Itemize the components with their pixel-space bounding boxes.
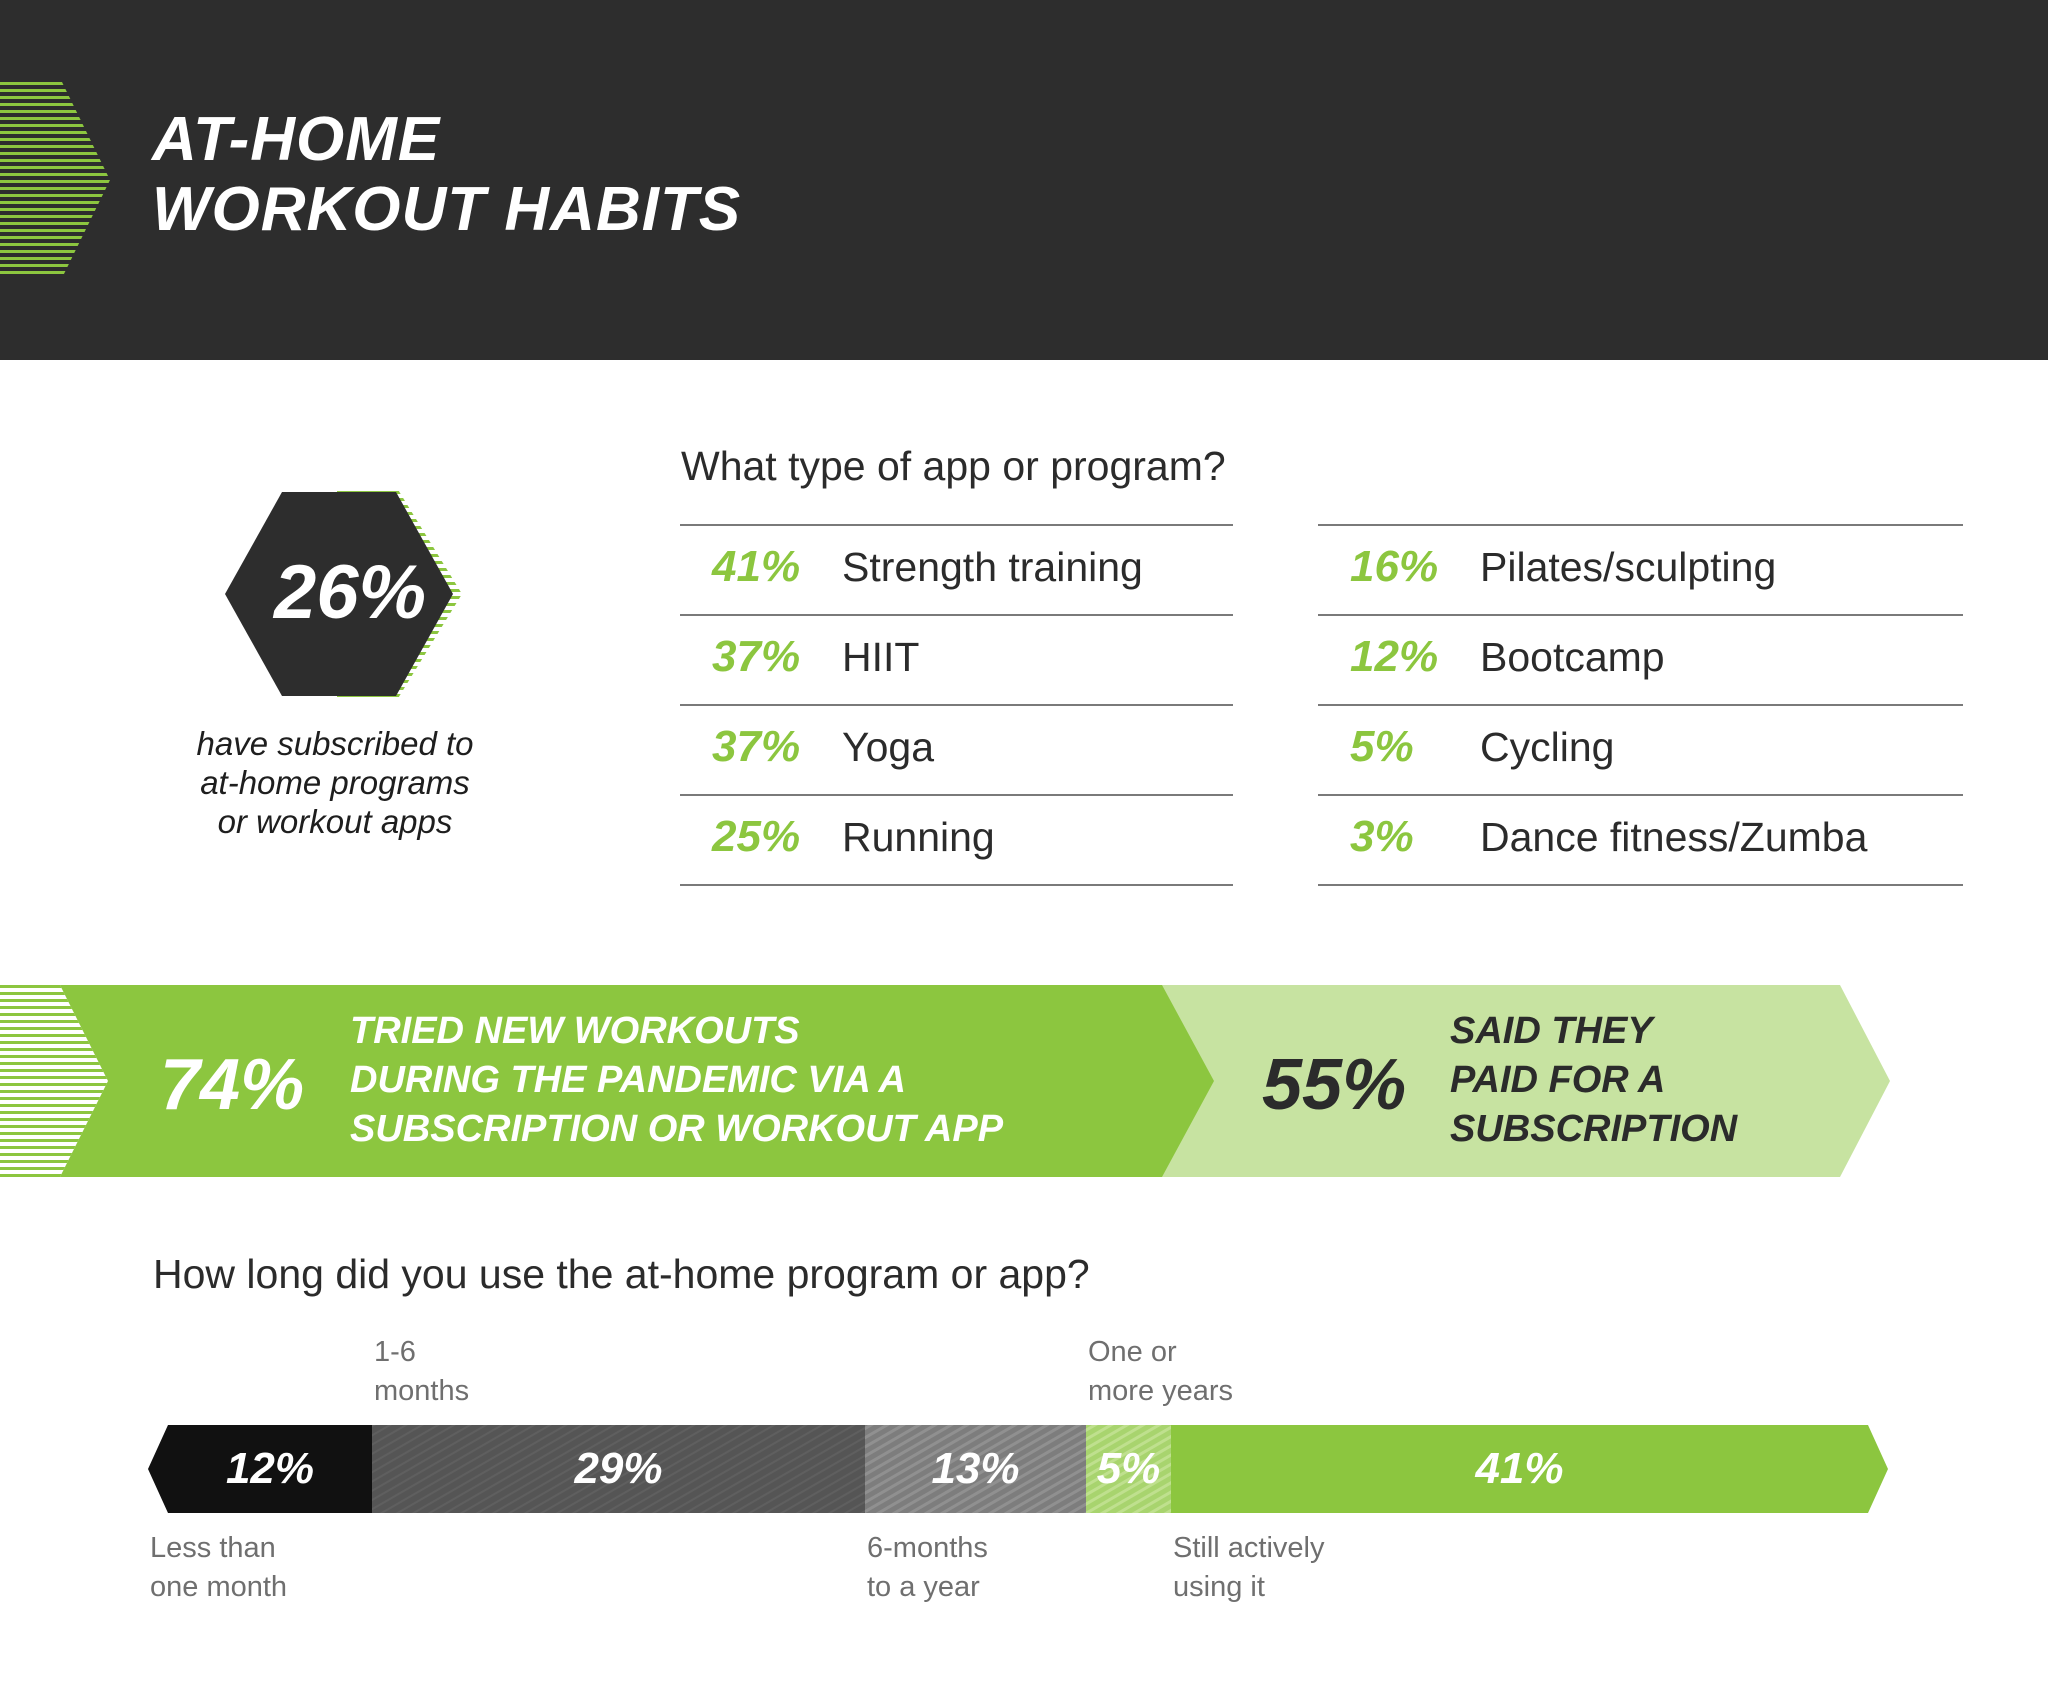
duration-pct-one-to-six-months: 29% (574, 1444, 663, 1493)
paid-percentage: 55% (1262, 1045, 1407, 1125)
subscribed-caption-line2: at-home programs (200, 764, 470, 801)
duration-caption-line2: to a year (867, 1571, 980, 1603)
chevron-stripes-icon (0, 82, 110, 278)
divider (1318, 614, 1963, 616)
divider (680, 524, 1233, 526)
type-pct-pilates: 16% (1350, 542, 1439, 591)
type-label-pilates: Pilates/sculpting (1480, 544, 1777, 590)
banner-arrows (0, 985, 1890, 1177)
tried-description: TRIED NEW WORKOUTS DURING THE PANDEMIC V… (350, 1007, 1003, 1154)
type-pct-hiit: 37% (712, 632, 801, 681)
tried-line3: SUBSCRIPTION OR WORKOUT APP (350, 1108, 1004, 1150)
divider (1318, 524, 1963, 526)
duration-question: How long did you use the at-home program… (153, 1251, 1090, 1297)
duration-segment-less-than-month (148, 1425, 372, 1513)
duration-caption-less-than-month: Less than one month (150, 1529, 287, 1607)
app-type-question: What type of app or program? (681, 443, 1226, 489)
type-label-bootcamp: Bootcamp (1480, 634, 1665, 680)
duration-bar (148, 1425, 1888, 1513)
duration-pct-one-or-more-years: 5% (1096, 1444, 1161, 1493)
type-pct-yoga: 37% (712, 722, 801, 771)
subscribed-caption-line1: have subscribed to (196, 725, 474, 762)
divider (680, 794, 1233, 796)
divider (680, 884, 1233, 886)
type-label-cycling: Cycling (1480, 724, 1615, 770)
type-pct-cycling: 5% (1350, 722, 1414, 771)
duration-caption-line1: One or (1088, 1336, 1177, 1368)
divider (680, 614, 1233, 616)
tried-line1: TRIED NEW WORKOUTS (350, 1010, 800, 1052)
duration-caption-still-active: Still actively using it (1173, 1529, 1325, 1607)
page-title-line2: WORKOUT HABITS (152, 175, 742, 244)
duration-caption-line1: Still actively (1173, 1532, 1325, 1564)
paid-line3: SUBSCRIPTION (1450, 1108, 1738, 1150)
type-pct-running: 25% (712, 812, 801, 861)
type-label-hiit: HIIT (842, 634, 920, 680)
hexagon-badge (225, 488, 462, 700)
type-label-dance: Dance fitness/Zumba (1480, 814, 1868, 860)
duration-caption-one-or-more-years: One or more years (1088, 1333, 1233, 1411)
type-label-strength: Strength training (842, 544, 1143, 590)
duration-caption-line2: more years (1088, 1375, 1234, 1407)
duration-caption-line2: using it (1173, 1571, 1265, 1603)
duration-pct-less-than-month: 12% (225, 1444, 315, 1493)
tried-line2: DURING THE PANDEMIC VIA A (350, 1059, 906, 1101)
duration-segment-one-to-six-months (372, 1425, 865, 1513)
divider (1318, 884, 1963, 886)
duration-caption-line1: 1-6 (374, 1336, 416, 1368)
divider (680, 704, 1233, 706)
divider (1318, 794, 1963, 796)
type-pct-bootcamp: 12% (1350, 632, 1439, 681)
type-label-running: Running (842, 814, 995, 860)
duration-caption-line2: months (374, 1375, 470, 1407)
duration-caption-one-to-six-months: 1-6 months (374, 1333, 469, 1411)
duration-caption-six-months-to-year: 6-months to a year (867, 1529, 988, 1607)
subscribed-caption-line3: or workout apps (217, 803, 453, 840)
duration-pct-six-months-to-year: 13% (931, 1444, 1020, 1493)
type-label-yoga: Yoga (842, 724, 934, 770)
duration-caption-line2: one month (150, 1571, 288, 1603)
subscribed-caption: have subscribed to at-home programs or w… (120, 724, 550, 841)
paid-description: SAID THEY PAID FOR A SUBSCRIPTION (1450, 1007, 1737, 1154)
header-banner: AT-HOME WORKOUT HABITS (0, 0, 2048, 360)
type-pct-dance: 3% (1350, 812, 1414, 861)
duration-pct-still-active: 41% (1475, 1444, 1564, 1493)
subscribed-percentage: 26% (273, 550, 427, 635)
paid-line2: PAID FOR A (1450, 1059, 1666, 1101)
duration-caption-line1: Less than (150, 1532, 276, 1564)
duration-segment-still-active (1171, 1425, 1888, 1513)
type-pct-strength: 41% (712, 542, 801, 591)
duration-caption-line1: 6-months (867, 1532, 988, 1564)
paid-line1: SAID THEY (1450, 1010, 1653, 1052)
paid-banner-shape (1160, 985, 1890, 1177)
banner-stripes-icon (0, 985, 108, 1177)
tried-percentage: 74% (160, 1045, 305, 1125)
duration-segment-six-months-to-year (865, 1425, 1086, 1513)
divider (1318, 704, 1963, 706)
tried-banner-shape (60, 985, 1214, 1177)
duration-segment-one-or-more-years (1086, 1425, 1171, 1513)
page-title-line1: AT-HOME (152, 105, 441, 174)
